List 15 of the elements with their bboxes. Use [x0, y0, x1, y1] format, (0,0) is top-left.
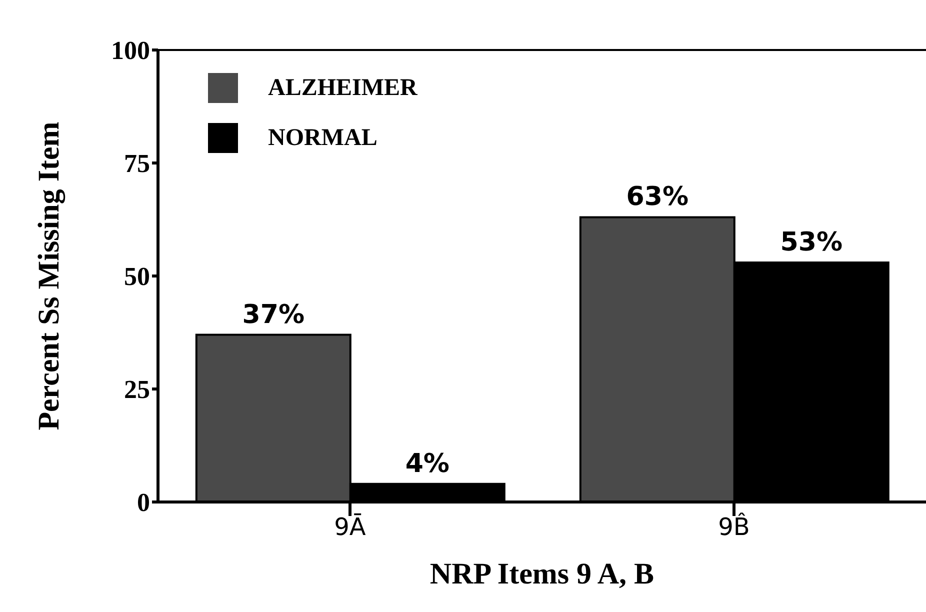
y-tick-label: 100	[111, 36, 150, 66]
y-axis-title: Percent Ss Missing Item	[32, 122, 66, 430]
y-tick-label: 50	[124, 262, 150, 292]
data-label: 37%	[242, 300, 305, 330]
legend-label: ALZHEIMER	[268, 74, 418, 102]
y-tick-label: 25	[124, 375, 150, 404]
x-axis-title: NRP Items 9 A, B	[430, 557, 654, 590]
data-label: 53%	[780, 227, 843, 258]
y-tick-label: 0	[137, 488, 150, 518]
x-tick-label: 9B̂	[718, 512, 750, 542]
y-tick-label: 75	[124, 149, 150, 178]
data-label: 63%	[626, 182, 689, 212]
legend-label: NORMAL	[268, 124, 378, 152]
x-tick-label: 9Ā	[334, 513, 366, 542]
data-label: 4%	[405, 448, 450, 479]
